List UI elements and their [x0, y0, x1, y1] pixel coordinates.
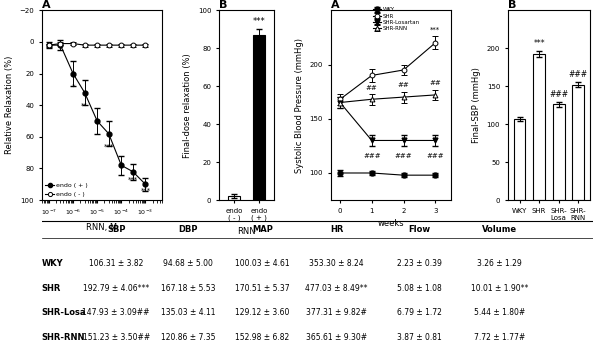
Bar — [228, 196, 240, 200]
Text: ***: *** — [430, 27, 440, 33]
Text: **: ** — [81, 102, 88, 108]
Text: B: B — [508, 0, 516, 10]
Bar — [533, 53, 545, 200]
Text: SHR-Losa: SHR-Losa — [42, 308, 86, 317]
Text: 365.61 ± 9.30#: 365.61 ± 9.30# — [306, 333, 367, 342]
Text: ***: *** — [253, 17, 265, 26]
Text: 170.51 ± 5.37: 170.51 ± 5.37 — [235, 284, 290, 293]
Text: A: A — [331, 0, 339, 10]
Text: 167.18 ± 5.53: 167.18 ± 5.53 — [160, 284, 215, 293]
Text: ###: ### — [395, 154, 412, 159]
Bar — [572, 85, 584, 200]
Text: 3.26 ± 1.29: 3.26 ± 1.29 — [477, 259, 522, 268]
Bar — [514, 119, 526, 200]
X-axis label: RNN: RNN — [237, 227, 256, 236]
Text: WKY: WKY — [42, 259, 63, 268]
Text: ##: ## — [398, 82, 409, 88]
Text: A: A — [42, 0, 50, 10]
Text: B: B — [219, 0, 228, 10]
Text: ***: *** — [141, 188, 151, 194]
Text: 106.31 ± 3.82: 106.31 ± 3.82 — [89, 259, 143, 268]
Text: 2.23 ± 0.39: 2.23 ± 0.39 — [397, 259, 442, 268]
Text: 135.03 ± 4.11: 135.03 ± 4.11 — [160, 308, 215, 317]
Y-axis label: Relative Relaxation (%): Relative Relaxation (%) — [5, 56, 14, 155]
Text: 94.68 ± 5.00: 94.68 ± 5.00 — [163, 259, 213, 268]
Text: 6.79 ± 1.72: 6.79 ± 1.72 — [397, 308, 442, 317]
Text: Volume: Volume — [482, 225, 517, 234]
Text: Flow: Flow — [408, 225, 430, 234]
Text: DBP: DBP — [178, 225, 197, 234]
Text: 100.03 ± 4.61: 100.03 ± 4.61 — [235, 259, 290, 268]
Text: *: * — [72, 83, 74, 89]
Text: MAP: MAP — [252, 225, 273, 234]
Text: ***: *** — [533, 39, 545, 48]
Text: ###: ### — [549, 90, 568, 99]
Text: SHR-RNN: SHR-RNN — [42, 333, 85, 342]
Text: 10.01 ± 1.90**: 10.01 ± 1.90** — [471, 284, 528, 293]
Text: ##: ## — [366, 85, 378, 91]
Legend: WKY, SHR, SHR-Losartan, SHR-RNN: WKY, SHR, SHR-Losartan, SHR-RNN — [373, 8, 420, 31]
Text: 477.03 ± 8.49**: 477.03 ± 8.49** — [305, 284, 368, 293]
Legend: endo ( + ), endo ( - ): endo ( + ), endo ( - ) — [45, 183, 88, 197]
Bar — [553, 105, 564, 200]
Text: 152.98 ± 6.82: 152.98 ± 6.82 — [235, 333, 290, 342]
Text: 120.86 ± 7.35: 120.86 ± 7.35 — [160, 333, 215, 342]
Text: 3.87 ± 0.81: 3.87 ± 0.81 — [397, 333, 442, 342]
Text: 377.31 ± 9.82#: 377.31 ± 9.82# — [306, 308, 367, 317]
Y-axis label: Final-SBP (mmHg): Final-SBP (mmHg) — [472, 67, 481, 143]
Bar — [253, 35, 265, 200]
Y-axis label: Systolic Blood Pressure (mmHg): Systolic Blood Pressure (mmHg) — [295, 38, 304, 173]
Text: ###: ### — [426, 154, 444, 159]
Text: 5.08 ± 1.08: 5.08 ± 1.08 — [397, 284, 442, 293]
Y-axis label: Final-dose relaxation (%): Final-dose relaxation (%) — [184, 53, 193, 158]
Text: 151.23 ± 3.50##: 151.23 ± 3.50## — [82, 333, 150, 342]
Text: 5.44 ± 1.80#: 5.44 ± 1.80# — [474, 308, 525, 317]
X-axis label: weeks: weeks — [377, 219, 404, 228]
Text: 353.30 ± 8.24: 353.30 ± 8.24 — [309, 259, 364, 268]
X-axis label: RNN, M: RNN, M — [86, 223, 117, 231]
Text: ###: ### — [569, 70, 588, 79]
Text: ***: *** — [104, 144, 114, 149]
Text: SBP: SBP — [107, 225, 125, 234]
Text: ***: *** — [128, 177, 138, 183]
Text: ###: ### — [363, 154, 381, 159]
Text: 192.79 ± 4.06***: 192.79 ± 4.06*** — [83, 284, 149, 293]
Text: HR: HR — [330, 225, 343, 234]
Text: 147.93 ± 3.09##: 147.93 ± 3.09## — [82, 308, 150, 317]
Text: ##: ## — [429, 80, 441, 86]
Text: SHR: SHR — [42, 284, 61, 293]
Text: 7.72 ± 1.77#: 7.72 ± 1.77# — [474, 333, 525, 342]
Text: 129.12 ± 3.60: 129.12 ± 3.60 — [235, 308, 290, 317]
